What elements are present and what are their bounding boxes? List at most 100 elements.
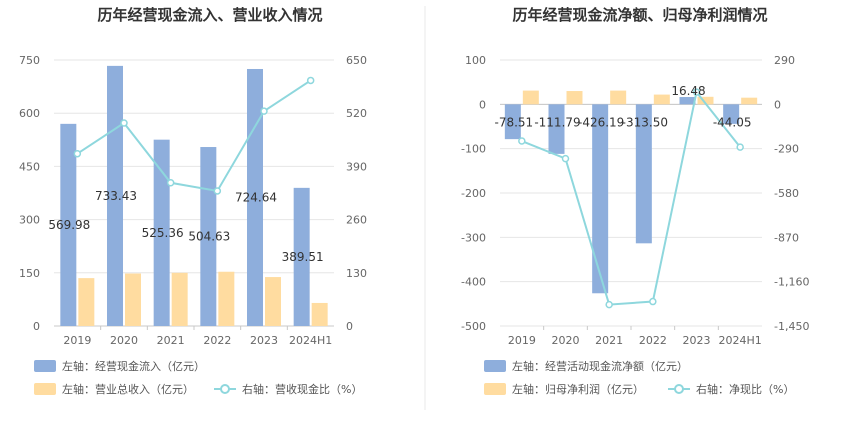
- x-axis-tick-label: 2022: [639, 334, 667, 347]
- right-axis-tick: 130: [346, 267, 367, 280]
- x-axis-tick-label: 2021: [157, 334, 185, 347]
- ratio-point: [692, 88, 701, 96]
- bar-primary: [153, 139, 170, 326]
- left-axis-tick: -200: [461, 187, 486, 200]
- legend-label-net-profit[interactable]: 左轴：归母净利润（亿元）: [512, 382, 644, 396]
- legend-marker-net-ratio[interactable]: [674, 384, 684, 394]
- ratio-point: [166, 179, 175, 187]
- x-axis-tick-label: 2023: [250, 334, 278, 347]
- legend-left: 左轴：经营现金流入（亿元） 左轴：营业总收入（亿元） 右轴：营收现金比（%）: [34, 359, 362, 396]
- ratio-point: [120, 119, 128, 127]
- bar-secondary: [171, 272, 188, 326]
- left-axis-tick: 450: [19, 160, 40, 173]
- left-axis-tick: -300: [461, 231, 486, 244]
- right-axis-tick: -1,450: [774, 320, 809, 333]
- legend-label-revenue[interactable]: 左轴：营业总收入（亿元）: [62, 382, 194, 396]
- bar-data-label: 569.98: [48, 218, 90, 232]
- x-axis-tick-label: 2024H1: [719, 334, 762, 347]
- bar-primary: [504, 104, 521, 140]
- right-axis-tick: -870: [774, 231, 799, 244]
- bar-data-label: 733.43: [95, 189, 137, 203]
- left-axis-tick: -100: [461, 143, 486, 156]
- legend-swatch-net-cash[interactable]: [484, 360, 506, 372]
- bar-data-label: -313.50: [622, 115, 668, 129]
- legend-marker-ratio[interactable]: [220, 384, 230, 394]
- bar-secondary: [78, 278, 95, 326]
- chart-title-left: 历年经营现金流入、营业收入情况: [97, 6, 322, 24]
- ratio-point: [561, 154, 570, 163]
- ratio-point: [213, 187, 222, 195]
- bar-primary: [723, 104, 740, 124]
- bar-data-label: -111.79: [534, 115, 580, 129]
- bar-primary: [592, 104, 609, 294]
- right-axis-tick: -580: [774, 187, 799, 200]
- right-axis-tick: 520: [346, 107, 367, 120]
- right-axis-tick: 0: [346, 320, 353, 333]
- plot-left: 0 150 300 450 600 750 0 130 260 390 520 650 2019 2020…: [19, 54, 367, 347]
- left-axis-tick: 0: [479, 98, 486, 111]
- bar-secondary: [218, 271, 235, 326]
- bar-secondary: [311, 302, 328, 326]
- bar-primary: [548, 104, 565, 154]
- legend-swatch-cash-inflow[interactable]: [34, 360, 56, 372]
- plot-right: -500 -400 -300 -200 -100 0 100 -1,450 -1,160 -870…: [461, 54, 809, 347]
- bar-data-label: 525.36: [142, 226, 184, 240]
- bar-primary: [293, 187, 310, 326]
- left-axis-tick: 600: [19, 107, 40, 120]
- x-axis-tick-label: 2022: [203, 334, 231, 347]
- ratio-point: [605, 300, 613, 309]
- x-axis-tick-label: 2020: [110, 334, 138, 347]
- bar-secondary: [610, 90, 627, 105]
- bar-data-label: -426.19: [578, 115, 624, 129]
- left-axis-tick: 0: [33, 320, 40, 333]
- legend-label-net-ratio[interactable]: 右轴：净现比（%）: [696, 382, 794, 396]
- x-axis-tick-label: 2021: [595, 334, 623, 347]
- x-axis-tick-label: 2024H1: [289, 334, 332, 347]
- bar-data-label: 504.63: [188, 230, 230, 244]
- legend-swatch-net-profit[interactable]: [484, 383, 506, 395]
- bar-primary: [679, 97, 696, 105]
- right-axis-tick: 290: [774, 54, 795, 67]
- bar-data-label: 16.48: [671, 84, 705, 98]
- x-axis-tick-label: 2019: [63, 334, 91, 347]
- bar-data-label: 389.51: [282, 250, 324, 264]
- left-axis-tick: 150: [19, 267, 40, 280]
- right-axis-tick: -1,160: [774, 276, 809, 289]
- ratio-point: [736, 143, 744, 151]
- ratio-line: [76, 79, 312, 193]
- bar-data-label: -44.05: [713, 115, 752, 129]
- ratio-point: [649, 297, 657, 306]
- bar-secondary: [566, 91, 583, 105]
- right-axis-tick: 390: [346, 160, 367, 173]
- ratio-line: [521, 89, 741, 306]
- legend-swatch-revenue[interactable]: [34, 383, 56, 395]
- x-axis-tick-label: 2020: [552, 334, 580, 347]
- bar-primary: [60, 123, 77, 326]
- bar-secondary: [125, 273, 141, 326]
- legend-label-ratio[interactable]: 右轴：营收现金比（%）: [242, 382, 362, 396]
- bar-secondary: [522, 90, 539, 105]
- bar-data-label: 724.64: [235, 190, 277, 204]
- left-axis-tick: -400: [461, 276, 486, 289]
- right-axis-tick: 650: [346, 54, 367, 67]
- bar-secondary: [653, 94, 670, 105]
- left-axis-tick: 300: [19, 214, 40, 227]
- bar-primary: [200, 147, 217, 326]
- right-axis-tick: 0: [774, 98, 781, 111]
- left-axis-tick: -500: [461, 320, 486, 333]
- legend-label-net-cash[interactable]: 左轴：经营活动现金流净额（亿元）: [512, 359, 688, 373]
- right-axis-tick: -290: [774, 143, 799, 156]
- bar-data-label: -78.51: [494, 115, 533, 129]
- ratio-point: [306, 76, 315, 85]
- bar-secondary: [741, 97, 758, 105]
- ratio-point: [260, 107, 268, 115]
- x-axis-tick-label: 2019: [508, 334, 536, 347]
- bar-primary: [635, 104, 652, 244]
- x-axis-tick-label: 2023: [683, 334, 711, 347]
- bar-secondary: [265, 277, 281, 326]
- legend-label-cash-inflow[interactable]: 左轴：经营现金流入（亿元）: [62, 359, 205, 373]
- ratio-point: [73, 149, 82, 158]
- left-axis-tick: 750: [19, 54, 40, 67]
